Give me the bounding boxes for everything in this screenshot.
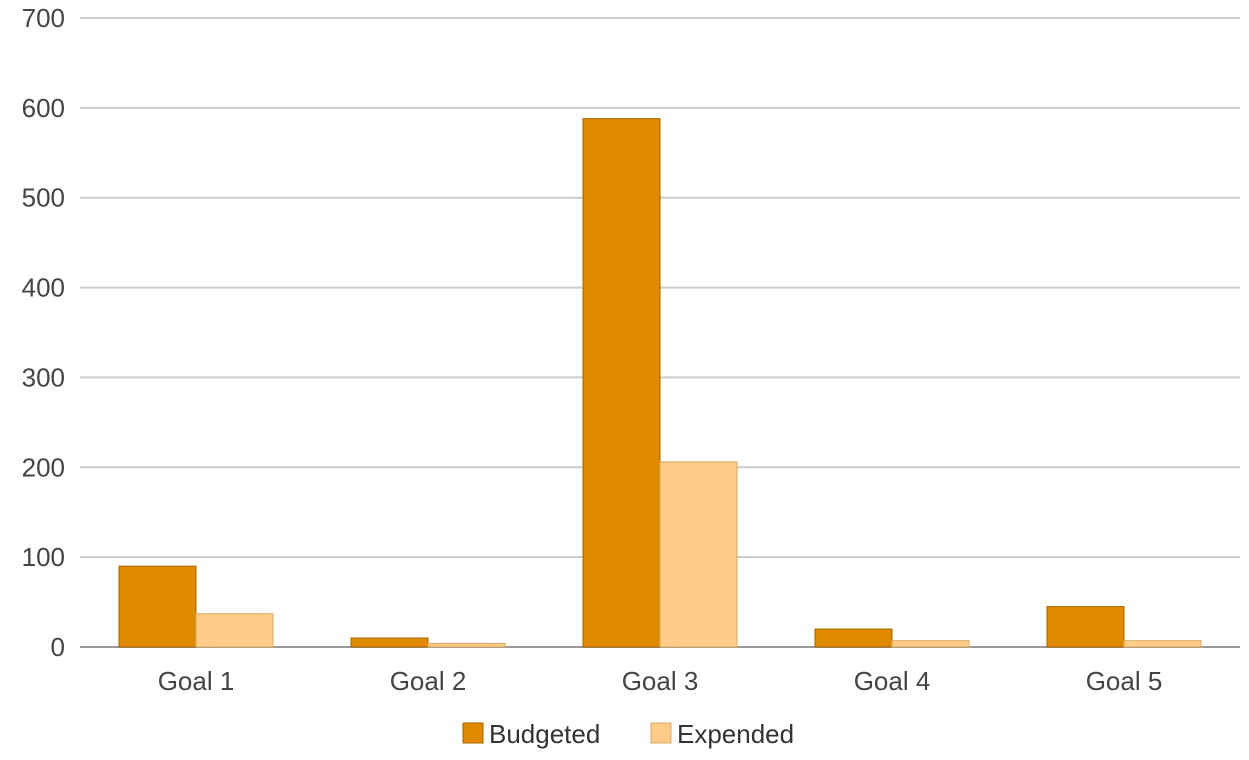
x-tick-label: Goal 4 — [854, 666, 931, 696]
legend-swatch-expended — [650, 722, 672, 744]
bar-budgeted-goal-3 — [582, 118, 661, 648]
bar-expended-goal-4 — [891, 640, 970, 648]
bar-expended-goal-2 — [427, 642, 506, 648]
y-axis-ticks: 0 100 200 300 400 500 600 700 — [22, 3, 65, 662]
x-axis-ticks: Goal 1 Goal 2 Goal 3 Goal 4 Goal 5 — [158, 666, 1163, 696]
bar-expended-goal-5 — [1123, 640, 1202, 648]
bar-budgeted-goal-1 — [118, 565, 197, 648]
legend-swatch-budgeted — [462, 722, 484, 744]
y-tick-label: 400 — [22, 273, 65, 303]
x-tick-label: Goal 5 — [1086, 666, 1163, 696]
bar-budgeted-goal-2 — [350, 637, 429, 648]
x-tick-label: Goal 1 — [158, 666, 235, 696]
legend: Budgeted Expended — [462, 719, 794, 749]
y-tick-label: 0 — [51, 632, 65, 662]
legend-label-budgeted: Budgeted — [489, 719, 600, 749]
y-tick-label: 200 — [22, 452, 65, 482]
bar-budgeted-goal-4 — [814, 628, 893, 648]
x-tick-label: Goal 3 — [622, 666, 699, 696]
x-tick-label: Goal 2 — [390, 666, 467, 696]
bar-expended-goal-1 — [195, 613, 274, 648]
y-tick-label: 700 — [22, 3, 65, 33]
bar-budgeted-goal-5 — [1046, 606, 1125, 648]
y-tick-label: 500 — [22, 183, 65, 213]
bar-expended-goal-3 — [659, 461, 738, 648]
legend-label-expended: Expended — [677, 719, 794, 749]
y-tick-label: 300 — [22, 362, 65, 392]
y-tick-label: 600 — [22, 93, 65, 123]
bars — [118, 118, 1202, 648]
y-tick-label: 100 — [22, 542, 65, 572]
